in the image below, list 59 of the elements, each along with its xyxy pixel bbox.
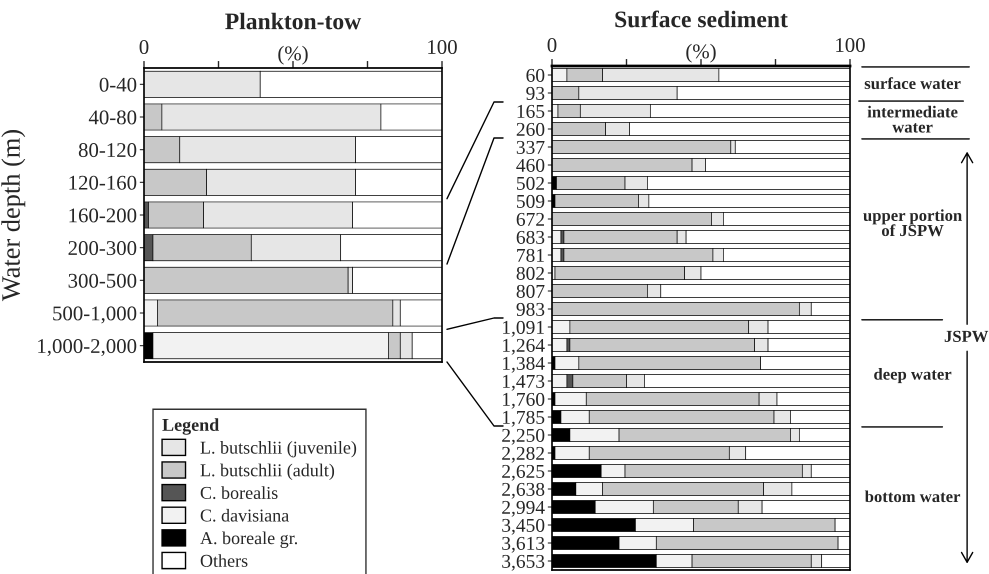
y-tick-label: 3,653 xyxy=(502,554,544,571)
chart-title: Surface sediment xyxy=(615,10,788,28)
legend-label: C. borealis xyxy=(200,486,278,500)
y-tick-label: 2,638 xyxy=(502,482,544,499)
text: bottom water xyxy=(864,490,960,502)
y-tick-label: 781 xyxy=(517,248,544,262)
text: JSPW xyxy=(944,330,988,342)
y-tick-label: 40-80 xyxy=(88,110,136,124)
y-tick-label: 672 xyxy=(516,212,544,226)
text: intermediate water xyxy=(868,106,958,133)
y-tick-label: 60 xyxy=(526,68,544,82)
text: surface water xyxy=(864,77,961,90)
y-tick-label: 1,384 xyxy=(503,356,545,373)
legend-label: L. butschlii (adult) xyxy=(200,464,334,480)
y-tick-label: 683 xyxy=(516,230,544,244)
y-tick-label: 3,613 xyxy=(502,536,544,553)
y-tick-label: 1,000-2,000 xyxy=(38,339,136,356)
y-tick-label: 160-200 xyxy=(69,208,136,222)
y-tick-label: 460 xyxy=(516,158,544,172)
legend-label: C. davisiana xyxy=(200,508,289,522)
y-tick-label: 165 xyxy=(518,104,544,118)
y-tick-label: 500-1,000 xyxy=(53,306,136,324)
legend-label: Others xyxy=(200,554,248,567)
legend-label: L. butschlii (juvenile) xyxy=(200,441,356,458)
y-tick-label: 2,282 xyxy=(502,446,544,463)
x-tick-label: 0 xyxy=(548,38,556,52)
y-tick-label: 1,091 xyxy=(503,320,544,337)
y-tick-label: 2,625 xyxy=(502,464,544,481)
y-tick-label: 983 xyxy=(516,302,544,316)
text: upper portion of JSPW xyxy=(863,209,962,236)
y-tick-label: 509 xyxy=(517,194,544,208)
y-tick-label: 0-40 xyxy=(100,78,136,92)
y-tick-label: 1,473 xyxy=(503,374,544,391)
y-tick-label: 2,250 xyxy=(502,428,544,445)
y-tick-label: 337 xyxy=(516,140,544,154)
y-tick-label: 1,264 xyxy=(503,338,545,355)
y-tick-label: 260 xyxy=(516,122,544,136)
y-tick-label: 80-120 xyxy=(78,143,136,158)
legend-label: A. boreale gr. xyxy=(200,532,298,548)
y-tick-label: 120-160 xyxy=(69,176,136,190)
x-axis-title: (%) xyxy=(686,44,716,63)
y-tick-label: 807 xyxy=(516,284,544,298)
x-tick-label: 0 xyxy=(140,40,148,54)
x-tick-label: 100 xyxy=(836,38,865,52)
x-axis-title: (%) xyxy=(278,46,308,65)
y-tick-label: 1,760 xyxy=(503,392,544,409)
x-tick-label: 100 xyxy=(428,40,457,54)
y-tick-label: 3,450 xyxy=(502,518,544,535)
y-tick-label: 93 xyxy=(526,86,544,100)
legend-title: Legend xyxy=(162,418,220,435)
y-axis-title: Water depth (m) xyxy=(1,130,26,302)
chart-title: Plankton-tow xyxy=(225,12,362,30)
y-tick-label: 2,994 xyxy=(502,500,545,517)
y-tick-label: 1,785 xyxy=(503,410,544,427)
text: deep water xyxy=(874,368,952,384)
y-tick-label: 300-500 xyxy=(68,274,136,288)
y-tick-label: 802 xyxy=(516,266,544,280)
y-tick-label: 502 xyxy=(517,176,544,190)
y-tick-label: 200-300 xyxy=(68,241,136,256)
